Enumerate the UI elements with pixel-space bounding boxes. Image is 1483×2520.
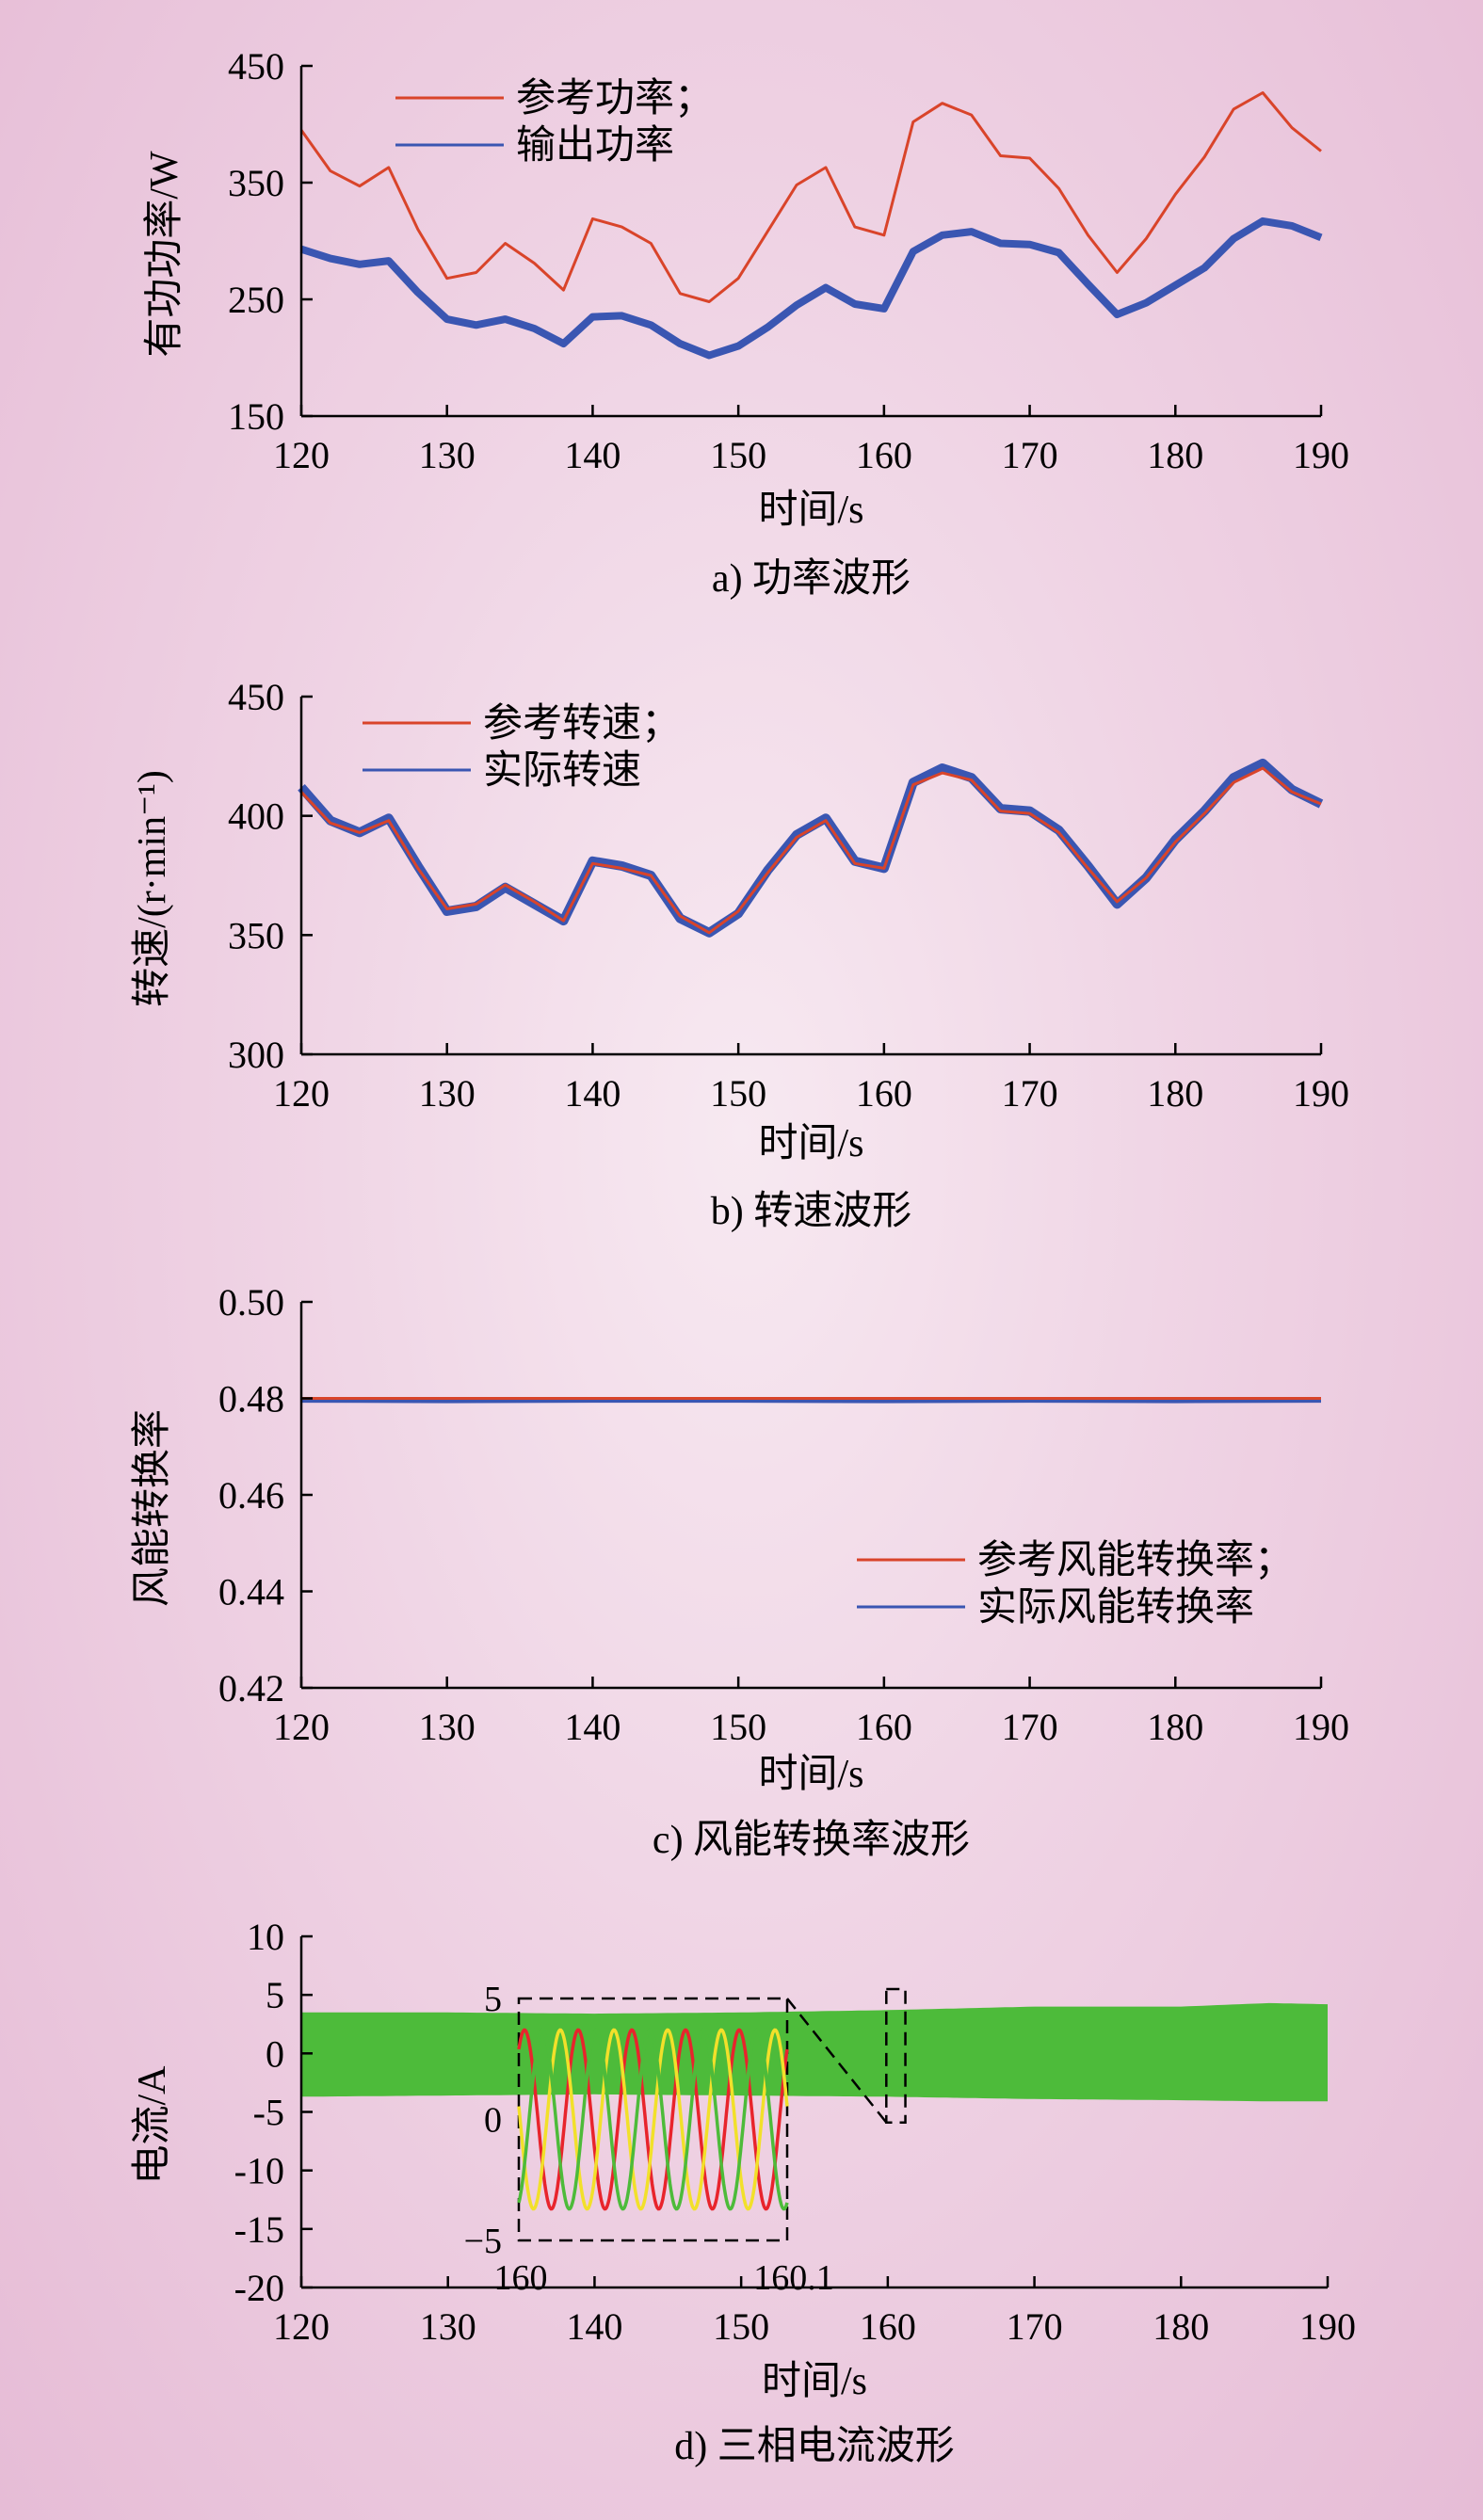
x-tick-label: 190 (1293, 434, 1349, 476)
legend-label-0: 参考风能转换率； (977, 1538, 1294, 1582)
x-tick-label: 150 (710, 434, 766, 476)
y-tick-label: -5 (253, 2092, 284, 2134)
y-tick-label: -20 (234, 2267, 284, 2309)
zoom-marker-box (885, 1987, 907, 2124)
y-tick-label: 300 (228, 1034, 284, 1076)
x-tick-label: 130 (419, 1706, 476, 1748)
inset-ytick-label: 0 (484, 2101, 502, 2141)
y-tick-label: 0.44 (218, 1571, 284, 1613)
y-axis-label: 有功功率/W (142, 151, 186, 358)
legend-label-1: 输出功率 (516, 123, 674, 168)
x-tick-label: 140 (564, 1072, 621, 1115)
x-tick-label: 150 (710, 1706, 766, 1748)
x-tick-label: 190 (1293, 1706, 1349, 1748)
x-tick-label: 170 (1002, 434, 1058, 476)
x-tick-label: 190 (1299, 2305, 1356, 2348)
series-0-line (299, 91, 1322, 303)
y-tick-label: -15 (234, 2208, 284, 2251)
x-tick-label: 170 (1002, 1072, 1058, 1115)
phase-wave-2 (517, 2028, 789, 2211)
x-tick-label: 140 (564, 1706, 621, 1748)
x-tick-label: 120 (273, 1072, 330, 1115)
x-axis-label: 时间/s (758, 489, 863, 532)
y-tick-label: 400 (228, 795, 284, 838)
y-axis-label: 电流/A (131, 2065, 174, 2185)
x-tick-label: 130 (420, 2305, 476, 2348)
current-envelope (301, 2002, 1328, 2102)
y-tick-label: 10 (247, 1916, 284, 1958)
y-tick-label: 350 (228, 162, 284, 204)
x-tick-label: 120 (273, 2305, 330, 2348)
x-tick-label: 150 (713, 2305, 769, 2348)
x-tick-label: 140 (564, 434, 621, 476)
y-tick-label: 0.42 (218, 1667, 284, 1709)
x-tick-label: 180 (1153, 2305, 1209, 2348)
series-1-line (299, 217, 1323, 360)
x-tick-label: 170 (1007, 2305, 1063, 2348)
x-tick-label: 180 (1147, 434, 1203, 476)
x-tick-label: 130 (419, 434, 476, 476)
x-tick-label: 160 (856, 1072, 912, 1115)
figure-caption: d) 三相电流波形 (674, 2425, 955, 2468)
chart-c: 参考风能转换率；实际风能转换率 120 130 140 150 160 170 180 190 0… (130, 1281, 1349, 1862)
x-tick-label: 180 (1147, 1706, 1203, 1748)
series-0-line (299, 766, 1322, 935)
x-axis-label: 时间/s (762, 2360, 867, 2403)
x-tick-label: 130 (419, 1072, 476, 1115)
figure-caption: b) 转速波形 (711, 1190, 912, 1233)
y-axis-label: 转速/(r·min⁻¹) (131, 770, 174, 1007)
figure-caption: c) 风能转换率波形 (653, 1818, 970, 1862)
legend-label-1: 实际转速 (483, 748, 641, 793)
legend-label-0: 参考功率； (516, 76, 714, 120)
chart-b: 参考转速；实际转速 120 130 140 150 160 170 180 190 300 350 4… (131, 676, 1349, 1233)
x-tick-label: 170 (1002, 1706, 1058, 1748)
x-tick-label: 180 (1147, 1072, 1203, 1115)
y-tick-label: 0.50 (218, 1281, 284, 1324)
inset-xtick-label: 160.1 (753, 2258, 834, 2298)
y-tick-label: -10 (234, 2150, 284, 2192)
legend-label-1: 实际风能转换率 (977, 1585, 1254, 1629)
x-axis-label: 时间/s (758, 1753, 863, 1796)
y-tick-label: 350 (228, 914, 284, 956)
x-tick-label: 120 (273, 434, 330, 476)
x-tick-label: 120 (273, 1706, 330, 1748)
x-tick-label: 160 (856, 1706, 912, 1748)
x-tick-label: 160 (856, 434, 912, 476)
legend-label-0: 参考转速； (483, 701, 681, 746)
chart-a: 参考功率；输出功率 120 130 140 150 160 170 180 190 150 250 3… (142, 45, 1349, 601)
y-tick-label: 450 (228, 676, 284, 718)
y-tick-label: 0.48 (218, 1378, 284, 1421)
inset-ytick-label: 5 (484, 1980, 502, 2019)
y-tick-label: 250 (228, 279, 284, 321)
x-tick-label: 140 (566, 2305, 622, 2348)
y-tick-label: 0.46 (218, 1474, 284, 1517)
x-tick-label: 190 (1293, 1072, 1349, 1115)
y-axis-label: 风能转换率 (130, 1409, 174, 1607)
inset-ytick-label: −5 (464, 2222, 502, 2261)
phase-wave-0 (517, 2028, 789, 2211)
series-1-line (300, 1399, 1322, 1404)
y-tick-label: 150 (228, 395, 284, 438)
phase-wave-1 (517, 2028, 789, 2211)
inset-xtick-label: 160 (494, 2258, 548, 2298)
y-tick-label: 5 (266, 1974, 284, 2016)
y-tick-label: 0 (266, 2032, 284, 2075)
y-tick-label: 450 (228, 45, 284, 88)
zoom-connector (786, 1998, 888, 2124)
x-tick-label: 150 (710, 1072, 766, 1115)
x-tick-label: 160 (860, 2305, 916, 2348)
figure-caption: a) 功率波形 (712, 556, 911, 601)
x-axis-label: 时间/s (758, 1122, 863, 1165)
